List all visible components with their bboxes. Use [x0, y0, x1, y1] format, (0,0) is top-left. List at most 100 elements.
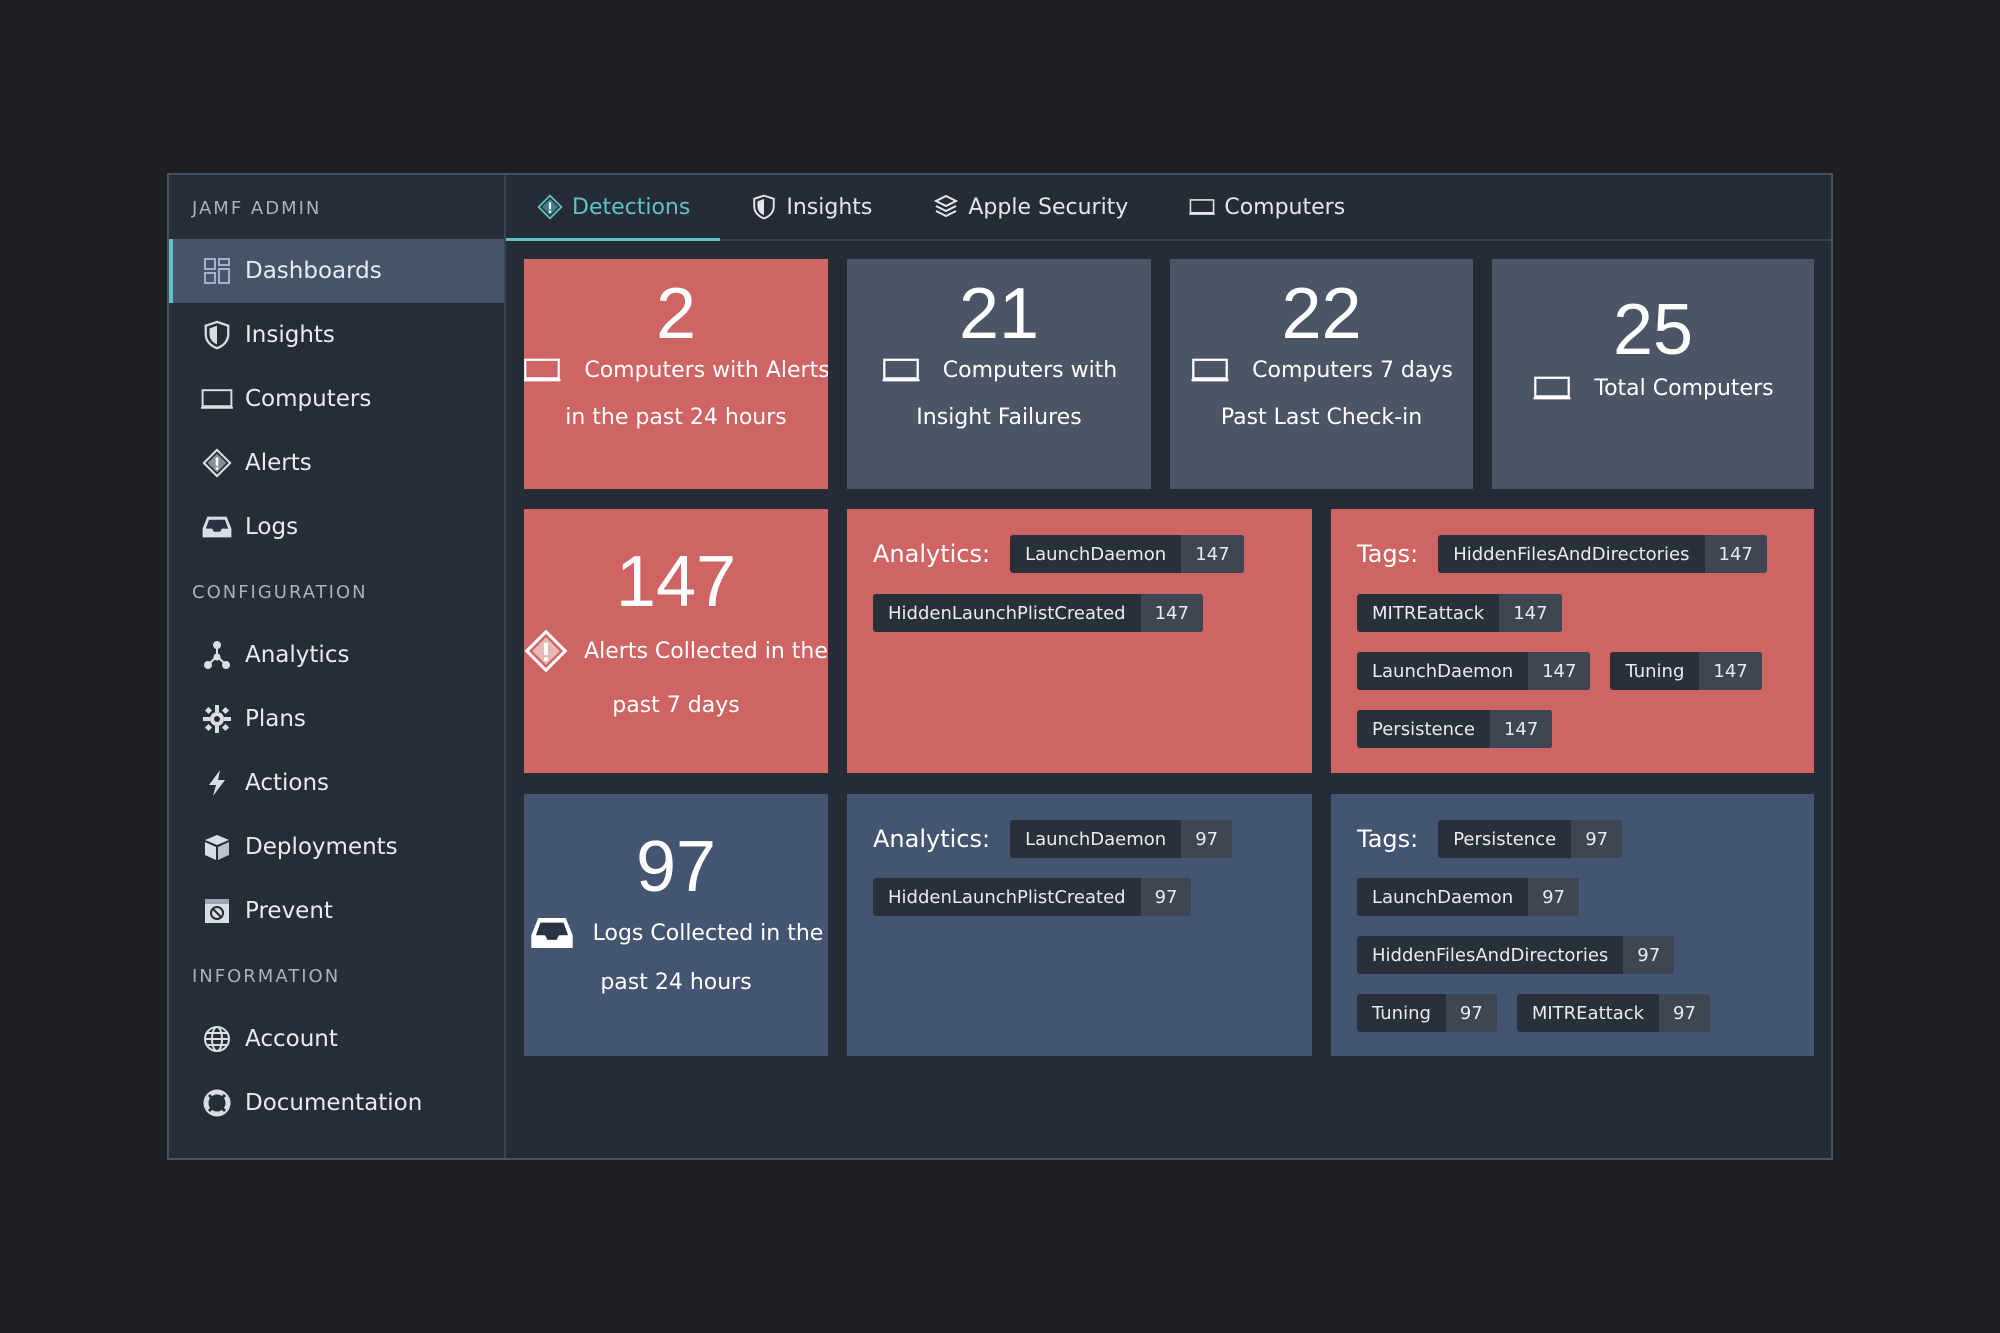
tag-chip[interactable]: LaunchDaemon 147	[1357, 652, 1591, 690]
stat-label: Computers with Alerts	[584, 357, 828, 383]
alert-diamond-icon	[524, 629, 568, 673]
chip-count: 147	[1699, 652, 1762, 690]
laptop-icon	[1532, 375, 1572, 401]
tag-chip[interactable]: HiddenFilesAndDirectories 147	[1438, 535, 1767, 573]
inbox-icon	[529, 914, 575, 952]
stat-value: 25	[1612, 290, 1694, 370]
chip-count: 97	[1659, 994, 1710, 1032]
sidebar-section-configuration: CONFIGURATION	[192, 582, 368, 603]
stat-sublabel: Insight Failures	[916, 405, 1082, 430]
shield-icon	[201, 319, 233, 351]
tag-chip[interactable]: HiddenFilesAndDirectories 97	[1357, 936, 1675, 974]
tag-chip[interactable]: MITREattack 147	[1357, 594, 1562, 632]
chip-count: 147	[1181, 535, 1244, 573]
sidebar-item-label: Logs	[245, 514, 299, 540]
tag-chip[interactable]: LaunchDaemon 97	[1357, 878, 1580, 916]
tab-detections[interactable]: Detections	[506, 175, 721, 241]
chip-name: LaunchDaemon	[1025, 828, 1167, 850]
sidebar-item-analytics[interactable]: Analytics	[169, 623, 504, 687]
sidebar-item-deployments[interactable]: Deployments	[169, 815, 504, 879]
stat-sublabel: past 24 hours	[600, 970, 752, 995]
tab-label: Apple Security	[968, 194, 1129, 220]
shield-icon	[750, 193, 778, 221]
analytics-chip[interactable]: LaunchDaemon 97	[1010, 820, 1233, 858]
analytics-icon	[201, 639, 233, 671]
sidebar-item-computers[interactable]: Computers	[169, 367, 504, 431]
tab-insights[interactable]: Insights	[720, 175, 902, 239]
alerts-tags-panel: Tags: HiddenFilesAndDirectories 147 MITRE…	[1331, 509, 1814, 773]
tag-chip[interactable]: Tuning 97	[1357, 994, 1497, 1032]
analytics-chip[interactable]: HiddenLaunchPlistCreated 97	[873, 878, 1192, 916]
stat-sublabel: in the past 24 hours	[565, 405, 787, 430]
chip-count: 97	[1445, 994, 1497, 1032]
stat-sublabel: Past Last Check-in	[1220, 405, 1423, 430]
gear-icon	[201, 703, 233, 735]
stat-value: 97	[635, 827, 717, 907]
stat-label: Computers with	[942, 357, 1118, 383]
laptop-icon	[201, 383, 233, 415]
stat-card-alerts-7d[interactable]: 147 Alerts Collected in the past 7 days	[524, 509, 828, 773]
chip-name: LaunchDaemon	[1372, 660, 1514, 682]
logs-tags-panel: Tags: Persistence 97 LaunchDaemon 97 Hidde…	[1331, 794, 1814, 1056]
chip-count: 147	[1489, 710, 1553, 748]
sidebar-item-label: Actions	[245, 770, 330, 796]
inbox-icon	[201, 511, 233, 543]
laptop-icon	[1188, 193, 1216, 221]
stat-card-alerts-24h[interactable]: 2 Computers with Alerts in the past 24 h…	[524, 259, 828, 489]
sidebar-item-alerts[interactable]: Alerts	[169, 431, 504, 495]
stat-card-last-checkin[interactable]: 22 Computers 7 days Past Last Check-in	[1170, 259, 1473, 489]
chip-name: HiddenFilesAndDirectories	[1372, 944, 1609, 966]
stat-card-total-computers[interactable]: 25 Total Computers	[1492, 259, 1814, 489]
tab-apple-security[interactable]: Apple Security	[902, 175, 1158, 239]
stat-label: Total Computers	[1594, 375, 1774, 401]
app-window: JAMF ADMIN Dashboards Insights Computers…	[167, 173, 1833, 1160]
chip-name: Tuning	[1625, 660, 1685, 682]
sidebar-item-label: Prevent	[245, 898, 333, 924]
sidebar-item-label: Alerts	[245, 450, 312, 476]
stat-card-insight-failures[interactable]: 21 Computers with Insight Failures	[847, 259, 1151, 489]
globe-icon	[201, 1023, 233, 1055]
sidebar-item-label: Account	[245, 1026, 338, 1052]
analytics-chip[interactable]: LaunchDaemon 147	[1010, 535, 1244, 573]
stat-label: Computers 7 days	[1252, 357, 1453, 383]
panel-label: Tags:	[1357, 540, 1419, 568]
sidebar-item-insights[interactable]: Insights	[169, 303, 504, 367]
tag-chip[interactable]: Tuning 147	[1610, 652, 1762, 690]
tag-chip[interactable]: Persistence 147	[1357, 710, 1553, 748]
sidebar-item-documentation[interactable]: Documentation	[169, 1071, 504, 1135]
lightning-icon	[201, 767, 233, 799]
logs-analytics-panel: Analytics: LaunchDaemon 97 HiddenLaunchPl…	[847, 794, 1312, 1056]
chip-count: 147	[1140, 594, 1203, 632]
chip-name: HiddenFilesAndDirectories	[1453, 543, 1690, 565]
chip-count: 97	[1528, 878, 1580, 916]
dashboard-icon	[201, 255, 233, 287]
dashboard-tabs: Detections Insights Apple Security Compu…	[506, 175, 1831, 241]
tag-chip[interactable]: MITREattack 97	[1516, 994, 1710, 1032]
laptop-icon	[1190, 357, 1230, 383]
chip-count: 97	[1571, 820, 1623, 858]
main-content: Detections Insights Apple Security Compu…	[506, 175, 1831, 1158]
sidebar-item-label: Deployments	[245, 834, 398, 860]
stat-card-logs-24h[interactable]: 97 Logs Collected in the past 24 hours	[524, 794, 828, 1056]
stat-value: 147	[615, 542, 737, 622]
tag-chip[interactable]: Persistence 97	[1438, 820, 1623, 858]
tab-computers[interactable]: Computers	[1158, 175, 1375, 239]
sidebar-item-logs[interactable]: Logs	[169, 495, 504, 559]
sidebar-item-dashboards[interactable]: Dashboards	[169, 239, 504, 303]
alert-diamond-icon	[536, 193, 564, 221]
analytics-chip[interactable]: HiddenLaunchPlistCreated 147	[873, 594, 1203, 632]
sidebar-item-actions[interactable]: Actions	[169, 751, 504, 815]
stat-value: 2	[655, 274, 697, 354]
chip-name: Persistence	[1453, 828, 1557, 850]
sidebar-item-account[interactable]: Account	[169, 1007, 504, 1071]
sidebar-item-label: Analytics	[245, 642, 350, 668]
stat-value: 21	[958, 274, 1040, 354]
panel-label: Analytics:	[873, 540, 991, 568]
sidebar-section-information: INFORMATION	[192, 966, 341, 987]
sidebar-item-label: Computers	[245, 386, 372, 412]
sidebar-item-prevent[interactable]: Prevent	[169, 879, 504, 943]
sidebar-item-plans[interactable]: Plans	[169, 687, 504, 751]
lifebuoy-icon	[201, 1087, 233, 1119]
chip-name: Persistence	[1372, 718, 1475, 740]
stat-value: 22	[1281, 274, 1362, 354]
